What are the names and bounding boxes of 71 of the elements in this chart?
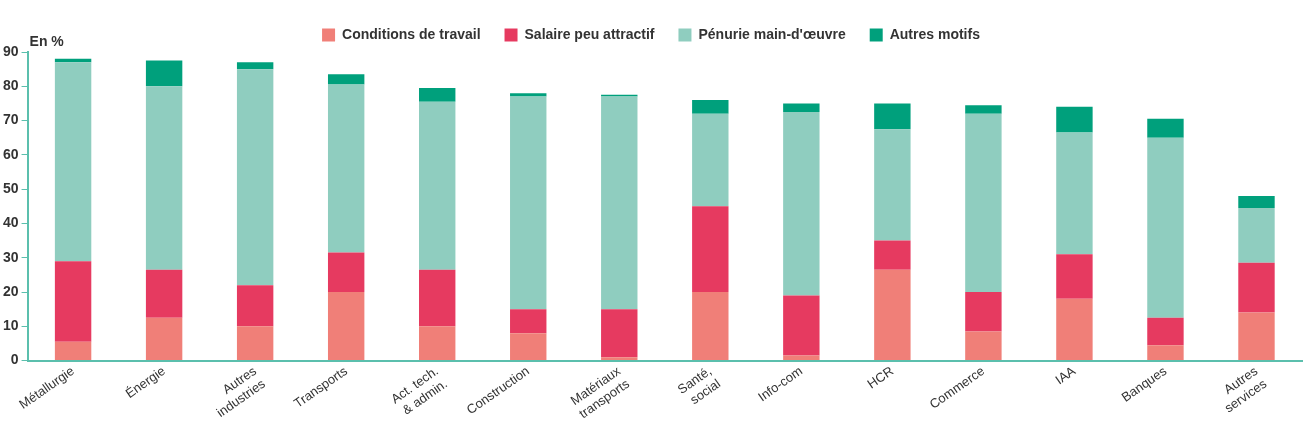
- y-tick-label: 10: [2, 317, 19, 334]
- bar: [327, 74, 365, 85]
- bar: [783, 103, 820, 112]
- bar: [692, 100, 729, 114]
- x-tick-label: IAA: [1052, 362, 1079, 388]
- bar: [874, 103, 911, 130]
- bar: [236, 69, 274, 286]
- y-axis-title: En %: [29, 32, 65, 49]
- bar: [783, 112, 820, 296]
- bar: [965, 113, 1002, 293]
- bar: [1147, 345, 1184, 361]
- y-tick-label: 40: [2, 214, 19, 231]
- bar: [510, 96, 547, 310]
- bar: [510, 93, 547, 97]
- bar: [327, 292, 365, 361]
- bar: [1056, 298, 1093, 361]
- y-tick-label: 30: [2, 248, 19, 265]
- bar: [419, 88, 456, 102]
- legend-label: Autres motifs: [889, 25, 981, 42]
- bar: [783, 355, 820, 361]
- bar: [145, 60, 183, 87]
- legend-label: Conditions de travail: [342, 25, 481, 42]
- x-tick-label: HCR: [864, 363, 897, 392]
- bar: [327, 252, 365, 293]
- bar: [1147, 118, 1184, 138]
- y-tick-label: 60: [2, 145, 19, 162]
- y-tick-label: 70: [2, 111, 19, 128]
- bar: [145, 317, 183, 361]
- bar: [236, 326, 274, 361]
- bar: [327, 84, 365, 253]
- bar: [874, 269, 911, 361]
- bar: [1238, 208, 1275, 263]
- bar: [1238, 262, 1275, 313]
- legend-label: Pénurie main-d'œuvre: [698, 25, 846, 42]
- bar: [419, 269, 456, 327]
- y-tick-label: 90: [2, 42, 19, 59]
- bar: [601, 96, 638, 310]
- bar: [874, 129, 911, 241]
- bar: [1147, 317, 1184, 346]
- bar: [419, 326, 456, 361]
- bar: [783, 295, 820, 356]
- bar: [54, 341, 92, 361]
- y-tick-label: 80: [2, 77, 19, 94]
- bar: [419, 101, 456, 270]
- bar: [1238, 312, 1275, 361]
- bar: [965, 292, 1002, 332]
- y-tick-label: 50: [2, 180, 19, 197]
- bar: [601, 309, 638, 358]
- bar: [965, 331, 1002, 361]
- bar: [1238, 196, 1275, 209]
- bar: [145, 86, 183, 270]
- bar: [874, 240, 911, 270]
- bar: [692, 113, 729, 207]
- bar: [1056, 106, 1093, 133]
- bar: [1147, 137, 1184, 318]
- bar: [1056, 254, 1093, 299]
- bar: [692, 206, 729, 293]
- bar: [1056, 132, 1093, 255]
- bar: [54, 261, 92, 342]
- bar: [510, 309, 547, 334]
- bar: [601, 357, 638, 361]
- bar: [510, 333, 547, 361]
- bar: [692, 292, 729, 361]
- bar: [54, 62, 92, 262]
- bar: [145, 269, 183, 318]
- bar: [236, 62, 274, 70]
- legend-label: Salaire peu attractif: [524, 25, 655, 42]
- y-tick-label: 0: [10, 351, 19, 368]
- bar: [965, 105, 1002, 114]
- y-tick-label: 20: [2, 282, 19, 299]
- bar: [236, 285, 274, 327]
